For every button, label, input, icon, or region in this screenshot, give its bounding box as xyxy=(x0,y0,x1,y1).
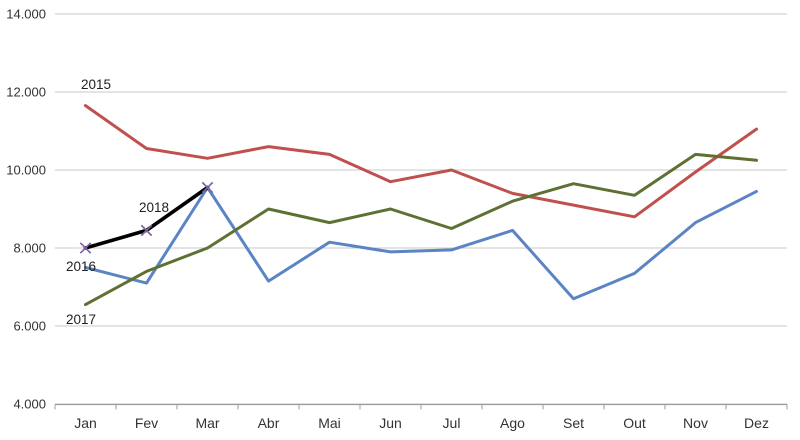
svg-text:Nov: Nov xyxy=(683,415,708,431)
svg-text:10.000: 10.000 xyxy=(6,163,46,178)
series-line-2017 xyxy=(84,152,758,307)
x-axis xyxy=(54,403,788,410)
svg-text:12.000: 12.000 xyxy=(6,85,46,100)
x-tick-labels: Jan Fev Mar Abr Mai Jun Jul Ago Set Out Nov Dez xyxy=(74,415,769,431)
svg-text:Jul: Jul xyxy=(443,415,461,431)
series-line-2015 xyxy=(84,104,758,219)
svg-text:4.000: 4.000 xyxy=(13,397,46,412)
svg-text:Ago: Ago xyxy=(500,415,525,431)
svg-text:Jun: Jun xyxy=(379,415,402,431)
svg-text:Abr: Abr xyxy=(258,415,280,431)
svg-text:6.000: 6.000 xyxy=(13,319,46,334)
svg-text:Fev: Fev xyxy=(135,415,158,431)
svg-text:Jan: Jan xyxy=(74,415,97,431)
series-markers-2018 xyxy=(79,181,214,254)
series-label-2016: 2016 xyxy=(66,259,97,274)
svg-text:14.000: 14.000 xyxy=(6,7,46,22)
series-label-2018: 2018 xyxy=(139,200,170,215)
svg-text:Set: Set xyxy=(563,415,584,431)
series-label-2017: 2017 xyxy=(66,312,97,327)
svg-text:Dez: Dez xyxy=(744,415,769,431)
y-tick-labels: 4.000 6.000 8.000 10.000 12.000 14.000 xyxy=(6,7,46,412)
svg-text:Mar: Mar xyxy=(195,415,219,431)
svg-text:8.000: 8.000 xyxy=(13,241,46,256)
series-label-2015: 2015 xyxy=(81,77,112,92)
series-line-2016 xyxy=(84,186,758,301)
svg-text:Out: Out xyxy=(623,415,646,431)
svg-text:Mai: Mai xyxy=(318,415,341,431)
